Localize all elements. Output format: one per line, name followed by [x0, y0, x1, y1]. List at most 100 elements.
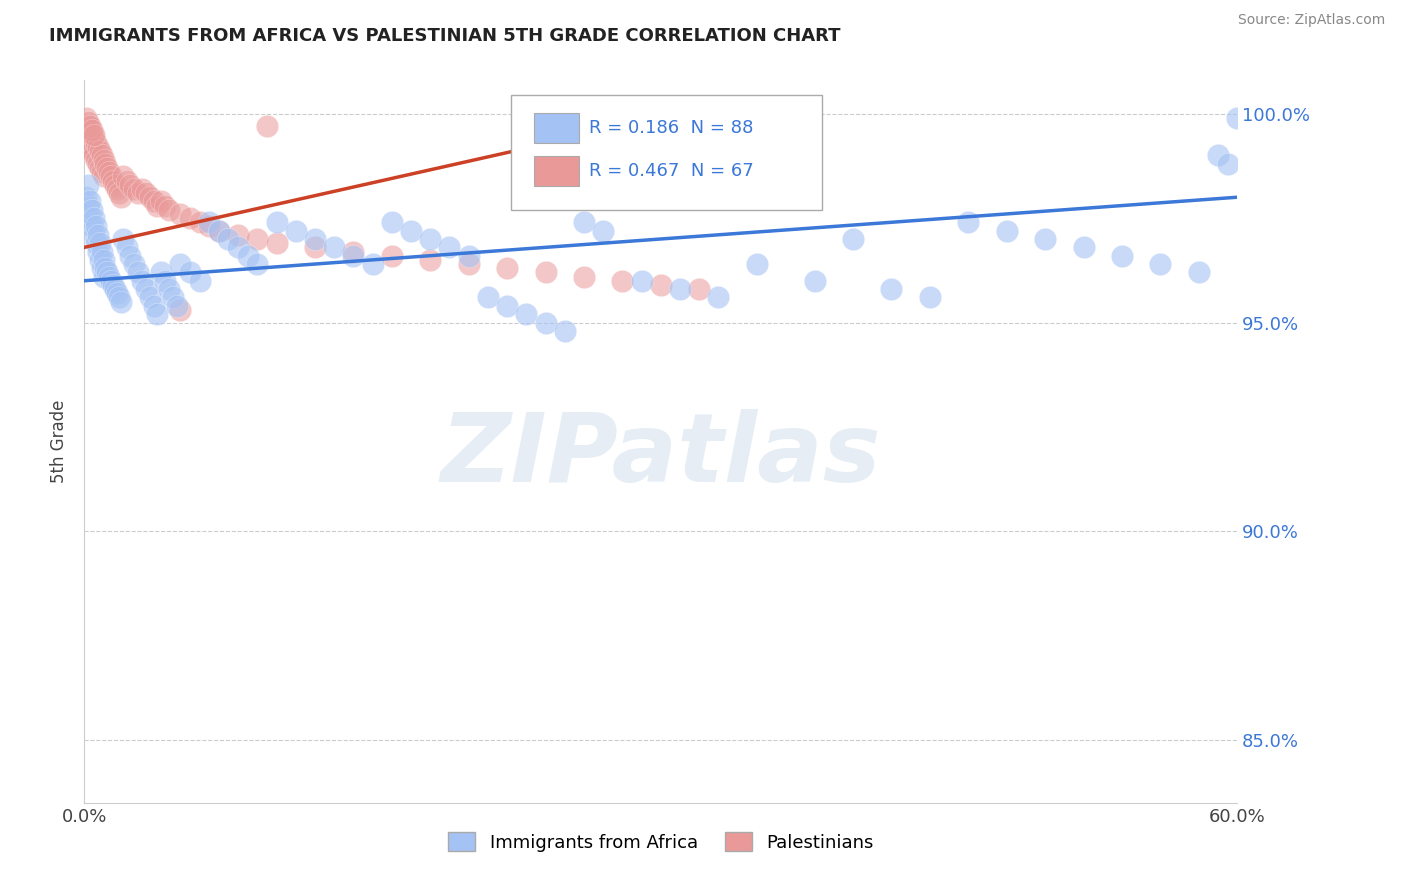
- Point: [89, 161, 111, 175]
- Point: [131, 274, 153, 288]
- Point: [100, 274, 122, 288]
- Point: [707, 290, 730, 304]
- Point: [179, 211, 201, 226]
- Point: [115, 173, 138, 187]
- Point: [77, 115, 100, 129]
- Point: [77, 198, 100, 212]
- Point: [304, 232, 326, 246]
- Point: [96, 265, 118, 279]
- Point: [104, 282, 127, 296]
- Point: [208, 224, 231, 238]
- Point: [77, 136, 100, 150]
- Point: [439, 240, 461, 254]
- Point: [880, 282, 903, 296]
- Point: [198, 219, 221, 234]
- Point: [150, 265, 173, 279]
- Point: [79, 120, 101, 134]
- Text: IMMIGRANTS FROM AFRICA VS PALESTINIAN 5TH GRADE CORRELATION CHART: IMMIGRANTS FROM AFRICA VS PALESTINIAN 5T…: [49, 27, 841, 45]
- Point: [381, 249, 404, 263]
- Point: [80, 202, 103, 217]
- Point: [146, 198, 169, 212]
- Point: [80, 145, 103, 159]
- Point: [266, 236, 288, 251]
- Point: [650, 277, 672, 292]
- Point: [572, 269, 595, 284]
- Point: [98, 165, 121, 179]
- Point: [94, 157, 117, 171]
- Point: [135, 282, 157, 296]
- Point: [169, 257, 191, 271]
- Point: [1111, 249, 1133, 263]
- Point: [150, 194, 173, 209]
- Point: [89, 252, 111, 267]
- Point: [304, 240, 326, 254]
- FancyBboxPatch shape: [510, 95, 823, 211]
- Point: [135, 186, 157, 200]
- Point: [457, 249, 479, 263]
- Point: [630, 274, 652, 288]
- Point: [592, 224, 614, 238]
- Point: [84, 219, 107, 234]
- Point: [142, 194, 165, 209]
- Point: [496, 299, 519, 313]
- Point: [457, 257, 479, 271]
- Point: [83, 148, 105, 162]
- Point: [96, 161, 118, 175]
- Point: [80, 219, 103, 234]
- Point: [256, 120, 278, 134]
- Point: [83, 227, 105, 242]
- Point: [146, 307, 169, 321]
- Point: [87, 157, 110, 171]
- Point: [84, 136, 107, 150]
- Point: [90, 244, 112, 259]
- Point: [103, 277, 124, 292]
- FancyBboxPatch shape: [534, 112, 579, 143]
- Point: [226, 227, 249, 242]
- Point: [111, 232, 134, 246]
- Point: [166, 299, 188, 313]
- Point: [612, 274, 634, 288]
- Text: R = 0.467  N = 67: R = 0.467 N = 67: [589, 162, 754, 180]
- Point: [93, 252, 115, 267]
- Point: [169, 207, 191, 221]
- Point: [110, 294, 132, 309]
- Point: [120, 249, 142, 263]
- Point: [87, 244, 110, 259]
- FancyBboxPatch shape: [534, 156, 579, 186]
- Point: [75, 190, 97, 204]
- Point: [162, 290, 184, 304]
- Point: [105, 182, 128, 196]
- Point: [75, 111, 97, 125]
- Point: [80, 128, 103, 142]
- Point: [572, 215, 595, 229]
- Point: [1149, 257, 1171, 271]
- Point: [226, 240, 249, 254]
- Point: [83, 132, 105, 146]
- Y-axis label: 5th Grade: 5th Grade: [51, 400, 69, 483]
- Point: [342, 244, 364, 259]
- Point: [79, 140, 101, 154]
- Point: [1073, 240, 1095, 254]
- Point: [127, 186, 149, 200]
- Point: [957, 215, 980, 229]
- Point: [218, 232, 240, 246]
- Point: [83, 211, 105, 226]
- Point: [100, 169, 122, 184]
- Point: [89, 236, 111, 251]
- Point: [236, 249, 259, 263]
- Point: [93, 269, 115, 284]
- Point: [534, 316, 557, 330]
- Text: ZIPatlas: ZIPatlas: [440, 409, 882, 502]
- Point: [79, 194, 101, 209]
- Point: [399, 224, 422, 238]
- Point: [104, 178, 127, 192]
- Point: [80, 123, 103, 137]
- Point: [90, 165, 112, 179]
- Point: [108, 290, 131, 304]
- Point: [138, 190, 160, 204]
- Point: [83, 128, 105, 142]
- Point: [361, 257, 384, 271]
- Point: [103, 173, 124, 187]
- Point: [105, 286, 128, 301]
- Point: [77, 120, 100, 134]
